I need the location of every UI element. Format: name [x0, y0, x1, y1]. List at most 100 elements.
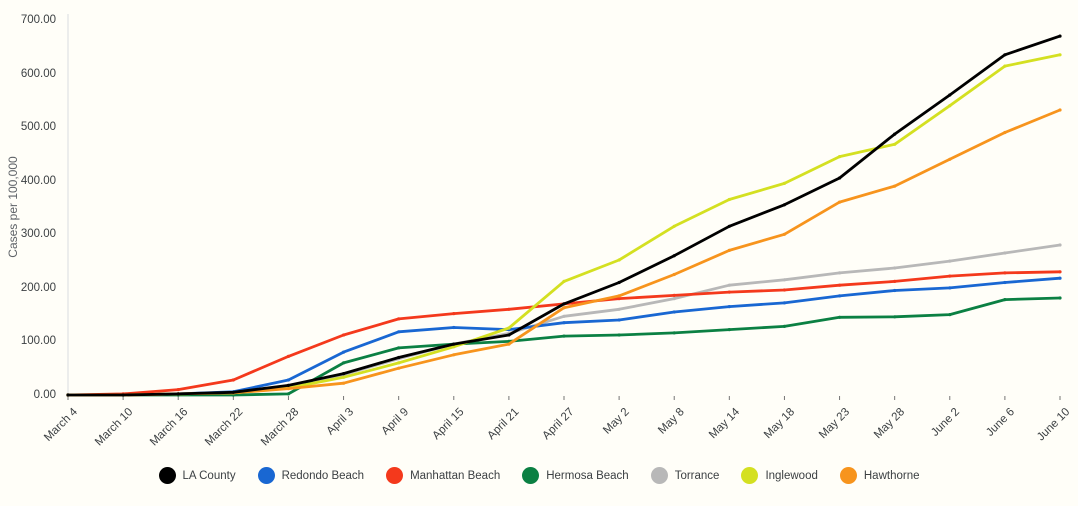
data-point-hermosa-beach[interactable]	[727, 328, 731, 332]
data-point-la-county[interactable]	[397, 355, 401, 360]
data-point-la-county[interactable]	[176, 392, 180, 396]
data-point-hawthorne[interactable]	[397, 366, 401, 370]
legend-item-hawthorne[interactable]: Hawthorne	[839, 467, 920, 484]
data-point-la-county[interactable]	[617, 280, 621, 285]
data-point-inglewood[interactable]	[1003, 64, 1007, 68]
data-point-redondo-beach[interactable]	[1003, 280, 1007, 285]
data-point-inglewood[interactable]	[342, 375, 346, 379]
data-point-manhattan-beach[interactable]	[617, 297, 621, 301]
data-point-la-county[interactable]	[672, 254, 676, 258]
data-point-redondo-beach[interactable]	[782, 301, 787, 305]
data-point-hawthorne[interactable]	[672, 272, 676, 277]
data-point-manhattan-beach[interactable]	[452, 312, 456, 316]
data-point-redondo-beach[interactable]	[838, 294, 842, 298]
data-point-torrance[interactable]	[948, 259, 952, 263]
data-point-hawthorne[interactable]	[617, 294, 621, 298]
data-point-redondo-beach[interactable]	[286, 378, 290, 382]
series-line-hawthorne[interactable]	[66, 108, 1062, 397]
data-point-hermosa-beach[interactable]	[617, 333, 621, 337]
data-point-torrance[interactable]	[562, 314, 566, 318]
data-point-torrance[interactable]	[893, 266, 897, 270]
data-point-inglewood[interactable]	[672, 224, 676, 228]
data-point-inglewood[interactable]	[838, 155, 842, 159]
data-point-la-county[interactable]	[727, 224, 731, 228]
legend-item-redondo-beach[interactable]: Redondo Beach	[257, 467, 364, 484]
data-point-inglewood[interactable]	[507, 326, 511, 330]
data-point-la-county[interactable]	[66, 393, 70, 397]
data-point-manhattan-beach[interactable]	[672, 293, 676, 297]
data-point-torrance[interactable]	[727, 283, 731, 287]
data-point-la-county[interactable]	[1003, 53, 1007, 57]
data-point-inglewood[interactable]	[782, 181, 787, 185]
data-point-manhattan-beach[interactable]	[231, 378, 235, 382]
data-point-la-county[interactable]	[507, 333, 511, 337]
data-point-redondo-beach[interactable]	[452, 325, 456, 330]
data-point-hermosa-beach[interactable]	[1003, 298, 1007, 302]
series-line-torrance[interactable]	[66, 243, 1062, 397]
data-point-hermosa-beach[interactable]	[342, 361, 346, 365]
data-point-torrance[interactable]	[1058, 243, 1062, 247]
data-point-hawthorne[interactable]	[727, 248, 731, 252]
data-point-inglewood[interactable]	[1058, 53, 1062, 57]
data-point-la-county[interactable]	[838, 176, 842, 180]
data-point-redondo-beach[interactable]	[893, 288, 897, 293]
data-point-hermosa-beach[interactable]	[397, 346, 401, 350]
data-point-inglewood[interactable]	[948, 104, 952, 108]
data-point-manhattan-beach[interactable]	[782, 288, 787, 292]
data-point-redondo-beach[interactable]	[948, 286, 952, 290]
data-point-redondo-beach[interactable]	[617, 318, 621, 322]
data-point-inglewood[interactable]	[562, 279, 566, 283]
data-point-hawthorne[interactable]	[838, 200, 842, 204]
data-point-inglewood[interactable]	[452, 345, 456, 349]
data-point-manhattan-beach[interactable]	[286, 354, 290, 358]
data-point-manhattan-beach[interactable]	[507, 307, 511, 311]
data-point-inglewood[interactable]	[727, 197, 731, 202]
data-point-hawthorne[interactable]	[948, 157, 952, 161]
data-point-la-county[interactable]	[286, 383, 290, 387]
data-point-hawthorne[interactable]	[342, 381, 346, 385]
legend-item-hermosa-beach[interactable]: Hermosa Beach	[522, 467, 629, 484]
data-point-hawthorne[interactable]	[1058, 108, 1062, 112]
data-point-la-county[interactable]	[121, 393, 125, 397]
data-point-hawthorne[interactable]	[507, 342, 511, 346]
legend-item-torrance[interactable]: Torrance	[650, 467, 719, 484]
series-line-inglewood[interactable]	[66, 53, 1062, 397]
data-point-manhattan-beach[interactable]	[838, 283, 842, 287]
data-point-la-county[interactable]	[893, 132, 897, 136]
data-point-hawthorne[interactable]	[1003, 130, 1007, 135]
data-point-hermosa-beach[interactable]	[562, 334, 566, 338]
data-point-hermosa-beach[interactable]	[1058, 296, 1062, 300]
data-point-torrance[interactable]	[838, 271, 842, 275]
data-point-inglewood[interactable]	[617, 258, 621, 262]
data-point-la-county[interactable]	[1058, 34, 1062, 38]
data-point-manhattan-beach[interactable]	[727, 290, 731, 294]
data-point-torrance[interactable]	[617, 307, 621, 311]
data-point-hermosa-beach[interactable]	[672, 331, 676, 335]
data-point-manhattan-beach[interactable]	[397, 317, 401, 321]
data-point-torrance[interactable]	[1003, 251, 1007, 255]
data-point-hermosa-beach[interactable]	[948, 313, 952, 317]
data-point-hermosa-beach[interactable]	[286, 392, 290, 396]
data-point-torrance[interactable]	[782, 278, 787, 282]
data-point-la-county[interactable]	[231, 390, 235, 394]
data-point-manhattan-beach[interactable]	[342, 333, 346, 337]
data-point-hawthorne[interactable]	[286, 387, 290, 391]
data-point-manhattan-beach[interactable]	[1058, 270, 1062, 274]
data-point-hermosa-beach[interactable]	[893, 315, 897, 319]
data-point-hawthorne[interactable]	[893, 184, 897, 188]
legend-item-la-county[interactable]: LA County	[158, 467, 236, 484]
data-point-redondo-beach[interactable]	[342, 350, 346, 354]
data-point-la-county[interactable]	[452, 342, 456, 346]
data-point-manhattan-beach[interactable]	[176, 388, 180, 392]
data-point-manhattan-beach[interactable]	[1003, 271, 1007, 275]
legend-item-manhattan-beach[interactable]: Manhattan Beach	[386, 467, 500, 484]
data-point-hawthorne[interactable]	[782, 232, 787, 236]
data-point-hermosa-beach[interactable]	[838, 315, 842, 319]
data-point-inglewood[interactable]	[893, 142, 897, 146]
legend-item-inglewood[interactable]: Inglewood	[741, 467, 818, 484]
data-point-hawthorne[interactable]	[452, 353, 456, 357]
data-point-torrance[interactable]	[672, 297, 676, 301]
data-point-manhattan-beach[interactable]	[948, 274, 952, 278]
data-point-la-county[interactable]	[948, 93, 952, 97]
